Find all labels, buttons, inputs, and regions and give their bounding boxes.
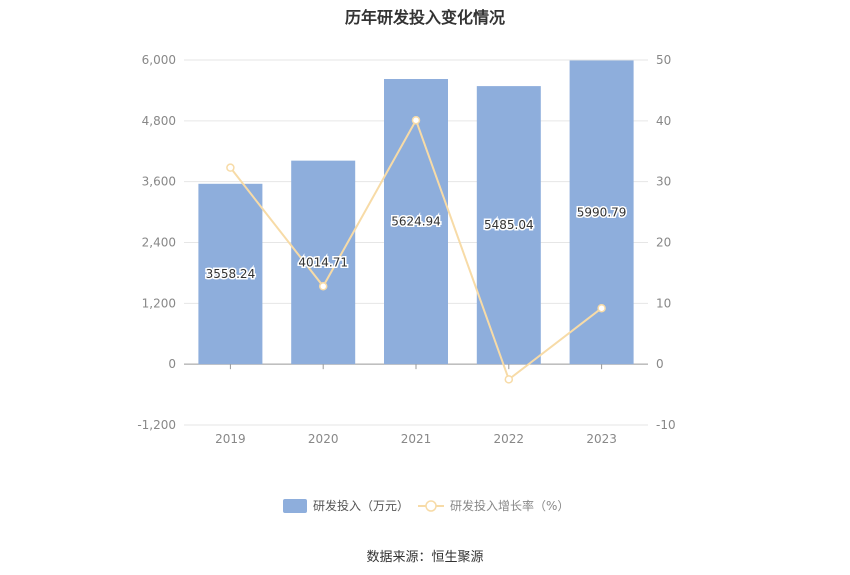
bar-data-label: 4014.71 xyxy=(298,255,348,269)
y-right-tick-label: 30 xyxy=(656,175,671,189)
bar xyxy=(384,79,448,365)
x-tick-label: 2023 xyxy=(586,432,617,446)
growth-point xyxy=(411,115,421,125)
y-right-tick-label: 0 xyxy=(656,357,664,371)
y-right-tick-label: 10 xyxy=(656,296,671,310)
y-left-tick-label: 0 xyxy=(168,357,176,371)
x-tick-label: 2021 xyxy=(401,432,432,446)
chart-title: 历年研发投入变化情况 xyxy=(344,8,505,27)
bar xyxy=(198,183,263,365)
bar xyxy=(291,160,356,365)
growth-point xyxy=(318,282,328,291)
bar-data-label: 5485.04 xyxy=(484,218,534,232)
legend-swatch-marker xyxy=(425,500,437,512)
y-right-tick-label: -10 xyxy=(656,418,676,432)
x-tick-label: 2020 xyxy=(308,432,339,446)
legend-swatch-bar xyxy=(283,499,307,513)
chart-svg: -1,200 0 1,200 2,400 3,600 4,800 6,000 -10 0 10 20… xyxy=(137,53,676,513)
bar-data-label: 5624.94 xyxy=(391,215,441,229)
data-source: 数据来源：恒生聚源 xyxy=(366,550,484,565)
y-left-tick-label: 4,800 xyxy=(142,114,176,128)
y-right-tick-label: 20 xyxy=(656,236,671,250)
y-left-tick-label: -1,200 xyxy=(137,418,176,432)
legend-label-line: 研发投入增长率（%） xyxy=(450,498,569,513)
growth-point xyxy=(504,375,514,384)
y-left-tick-label: 1,200 xyxy=(142,296,176,310)
x-tick-label: 2022 xyxy=(494,432,525,446)
bar-data-label: 3558.24 xyxy=(206,267,256,281)
bar xyxy=(569,60,634,365)
y-left-tick-label: 2,400 xyxy=(142,236,176,250)
y-left-tick-label: 6,000 xyxy=(142,53,176,67)
growth-point xyxy=(597,303,606,313)
y-left-tick-label: 3,600 xyxy=(142,175,176,189)
legend-label-bar: 研发投入（万元） xyxy=(313,498,409,513)
growth-point xyxy=(226,163,235,172)
bar-data-label: 5990.79 xyxy=(577,205,627,219)
y-right-tick-label: 40 xyxy=(656,114,671,128)
x-tick-label: 2019 xyxy=(215,432,246,446)
y-right-tick-label: 50 xyxy=(656,53,671,67)
